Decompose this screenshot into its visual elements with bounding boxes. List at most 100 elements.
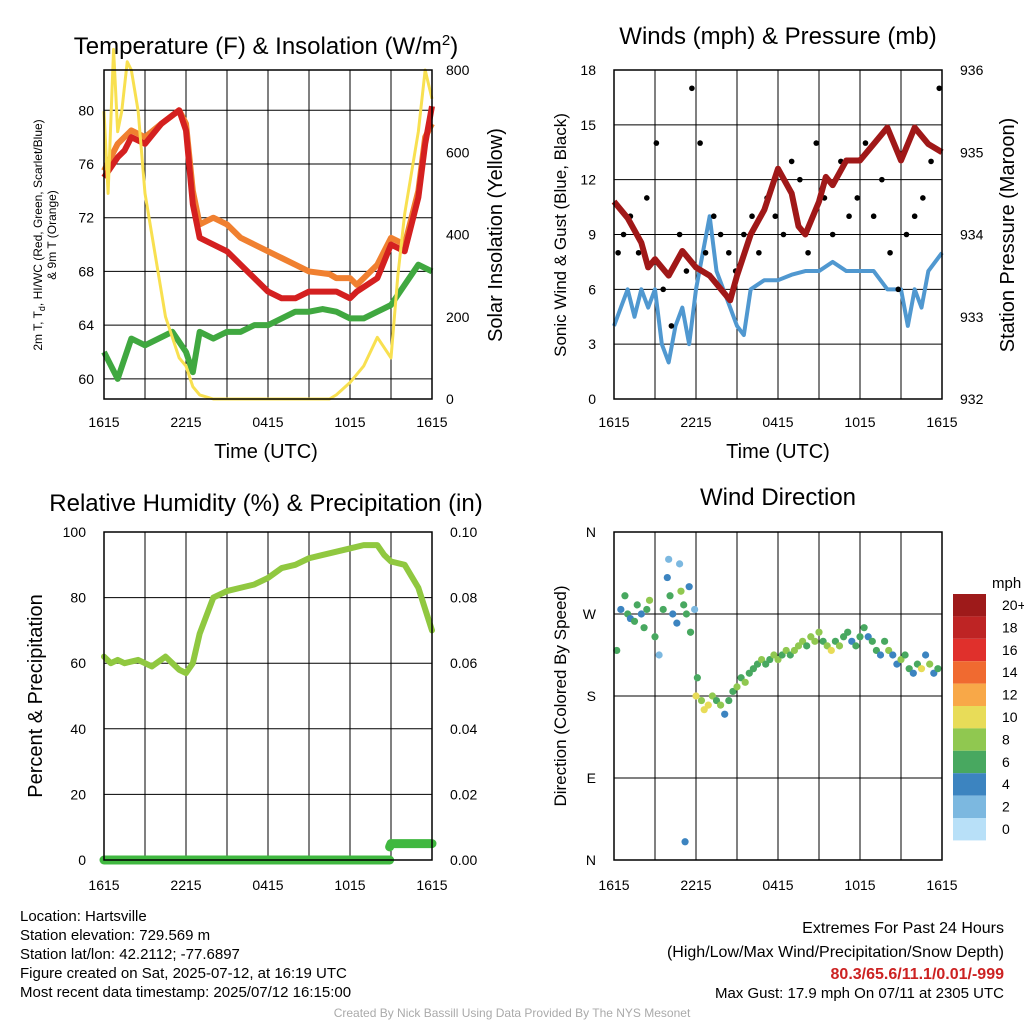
panel4-direction-point — [856, 633, 864, 641]
panel3-xtick-label: 2215 — [170, 877, 201, 893]
panel4-direction-point — [655, 651, 663, 659]
panel2-gust-point — [854, 195, 861, 201]
legend-swatch — [953, 795, 986, 818]
panel4-ytick-label: W — [583, 606, 597, 622]
legend-swatch — [953, 706, 986, 729]
panel4-direction-point — [621, 592, 629, 600]
panel2-gust-point — [903, 231, 910, 238]
panel4-direction-point — [681, 838, 689, 846]
panel1-y2tick-label: 400 — [446, 227, 470, 243]
panel4-direction-point — [665, 555, 673, 563]
panel1-frame — [103, 69, 433, 400]
panel2-gust-point — [668, 323, 675, 329]
panel2-ytick-label: 15 — [580, 117, 596, 133]
panel2-gust-point — [697, 140, 703, 146]
panel3-series-line — [385, 839, 437, 852]
panel4-direction-point — [934, 665, 942, 673]
panel4-direction-point — [651, 633, 659, 641]
panel3-y2tick-label: 0.06 — [450, 655, 477, 671]
panel4-direction-point — [680, 601, 688, 609]
panel4-direction-point — [682, 610, 691, 618]
legend-swatch — [953, 594, 986, 617]
legend-swatch — [953, 616, 986, 639]
panel4-direction-point — [889, 651, 897, 659]
legend-swatch — [953, 728, 986, 751]
location-text: Location: Hartsville — [20, 908, 147, 925]
panel3-y2tick-label: 0.02 — [450, 786, 477, 802]
panel4-xtick-label: 2215 — [680, 877, 711, 893]
panel4-direction-point — [617, 605, 625, 614]
panel4-direction-point — [673, 619, 681, 627]
panel4-direction-point — [917, 665, 926, 673]
panel2-gust-point — [653, 140, 660, 146]
legend-label: 0 — [1002, 821, 1010, 837]
panel2-gust-point — [862, 140, 869, 146]
panel4-direction-point — [643, 605, 651, 614]
panel4-direction-point — [717, 701, 725, 709]
panel1-y2label: Solar Insolation (Yellow) — [485, 128, 507, 342]
panel4-direction-point — [613, 646, 621, 655]
panel2-xtick-label: 1015 — [844, 414, 875, 430]
panel2-y2label: Station Pressure (Maroon) — [997, 118, 1019, 353]
humidity-panel: Relative Humidity (%) & Precipitation (i… — [25, 490, 483, 893]
panel4-xtick-label: 1015 — [844, 877, 875, 893]
legend-swatch — [953, 683, 986, 706]
panel2-xtick-label: 0415 — [762, 414, 793, 430]
panel1-xtick-label: 0415 — [252, 414, 283, 430]
panel3-xtick-label: 1615 — [416, 877, 447, 893]
legend-label: 2 — [1002, 799, 1010, 815]
panel4-ytick-label: N — [586, 524, 596, 540]
panel2-ytick-label: 9 — [588, 227, 596, 243]
panel2-gust-point — [635, 249, 642, 256]
panel1-xtick-label: 1015 — [334, 414, 365, 430]
panel2-gust-point — [676, 231, 683, 238]
panel4-direction-point — [697, 696, 706, 705]
panel4-direction-point — [666, 592, 674, 600]
panel1-xtick-label: 1615 — [416, 414, 447, 430]
panel2-ytick-label: 12 — [580, 172, 596, 188]
panel2-gust-point — [717, 231, 724, 238]
panel3-y2tick-label: 0.10 — [450, 524, 477, 540]
panel4-xtick-label: 1615 — [926, 877, 957, 893]
panel3-xtick-label: 0415 — [252, 877, 283, 893]
panel4-direction-point — [852, 642, 860, 650]
panel2-gust-point — [683, 268, 690, 274]
panel3-xtick-label: 1015 — [334, 877, 365, 893]
panel2-y2tick-label: 933 — [960, 309, 984, 325]
panel4-ylabel: Direction (Colored By Speed) — [551, 585, 570, 806]
panel2-gust-point — [756, 249, 762, 256]
panel4-direction-point — [835, 642, 844, 650]
latlon-text: Station lat/lon: 42.2112; -77.6897 — [20, 946, 240, 963]
panel2-xtick-label: 2215 — [680, 414, 711, 430]
panel2-y2tick-label: 935 — [960, 144, 984, 160]
legend-swatch — [953, 750, 986, 774]
panel4-direction-point — [827, 646, 835, 655]
panel2-pressure-line — [611, 124, 944, 304]
panel3-ytick-label: 60 — [70, 655, 86, 671]
panel4-direction-point — [803, 642, 811, 650]
created-text: Figure created on Sat, 2025-07-12, at 16… — [20, 965, 347, 982]
panel3-y2tick-label: 0.00 — [450, 852, 477, 868]
panel4-ytick-label: N — [586, 852, 596, 868]
legend-swatch — [953, 773, 986, 796]
panel1-series-line — [101, 105, 435, 302]
speed-legend: 20+ 18 16 14 12 10 8 6 4 2 0 — [953, 594, 1024, 841]
panel4-direction-point — [630, 617, 639, 625]
panel4-direction-point — [686, 628, 695, 636]
panel2-gust-point — [615, 249, 621, 256]
panel1-ytick-label: 72 — [78, 210, 94, 226]
legend-swatch — [953, 818, 986, 841]
panel4-direction-point — [676, 560, 684, 568]
panel3-xtick-label: 1615 — [88, 877, 119, 893]
panel4-ytick-label: S — [587, 688, 596, 704]
panel1-xlabel: Time (UTC) — [214, 441, 318, 463]
panel4-direction-point — [725, 696, 733, 705]
panel2-xtick-label: 1615 — [598, 414, 629, 430]
panel3-y2tick-label: 0.08 — [450, 590, 477, 606]
panel2-gust-point — [710, 213, 717, 220]
extremes-heading: Extremes For Past 24 Hours — [802, 920, 1004, 937]
panel4-direction-point — [909, 669, 917, 677]
panel3-ytick-label: 0 — [78, 852, 86, 868]
panel3-ylabel: Percent & Precipitation — [25, 594, 47, 797]
